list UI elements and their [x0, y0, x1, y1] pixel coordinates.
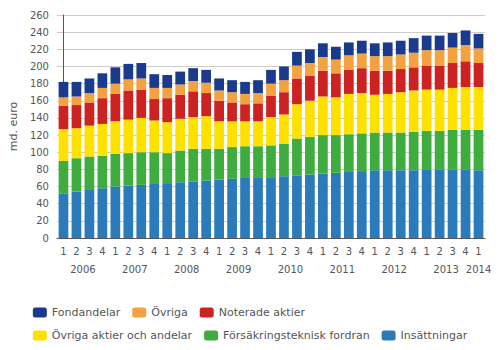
svg-text:1: 1: [372, 246, 378, 257]
svg-text:3: 3: [398, 246, 404, 257]
svg-text:Försäkringsteknisk fordran: Försäkringsteknisk fordran: [223, 329, 370, 342]
svg-text:2012: 2012: [381, 264, 406, 275]
svg-text:1: 1: [320, 246, 326, 257]
svg-text:120: 120: [30, 130, 49, 141]
svg-text:Fondandelar: Fondandelar: [52, 306, 121, 319]
svg-text:1: 1: [112, 246, 118, 257]
svg-text:3: 3: [346, 246, 352, 257]
svg-text:Övriga aktier och andelar: Övriga aktier och andelar: [52, 329, 193, 342]
svg-text:260: 260: [30, 10, 49, 21]
svg-text:2: 2: [125, 246, 131, 257]
svg-text:60: 60: [36, 181, 49, 192]
svg-text:20: 20: [36, 215, 49, 226]
svg-text:2: 2: [281, 246, 287, 257]
svg-text:2: 2: [333, 246, 339, 257]
svg-text:2011: 2011: [330, 264, 355, 275]
svg-text:3: 3: [449, 246, 455, 257]
svg-text:2: 2: [385, 246, 391, 257]
svg-text:2008: 2008: [174, 264, 199, 275]
svg-text:2010: 2010: [278, 264, 303, 275]
svg-text:2: 2: [73, 246, 79, 257]
svg-text:220: 220: [30, 44, 49, 55]
svg-text:160: 160: [30, 95, 49, 106]
svg-text:4: 4: [151, 246, 157, 257]
svg-text:4: 4: [359, 246, 365, 257]
svg-text:2013: 2013: [433, 264, 458, 275]
svg-text:80: 80: [36, 164, 49, 175]
svg-text:1: 1: [164, 246, 170, 257]
svg-text:Noterade aktier: Noterade aktier: [219, 306, 306, 319]
svg-text:3: 3: [190, 246, 196, 257]
svg-text:2007: 2007: [122, 264, 147, 275]
svg-text:1: 1: [216, 246, 222, 257]
svg-text:100: 100: [30, 147, 49, 158]
svg-text:3: 3: [138, 246, 144, 257]
svg-text:4: 4: [99, 246, 105, 257]
svg-text:2: 2: [436, 246, 442, 257]
svg-text:4: 4: [307, 246, 313, 257]
svg-text:0: 0: [43, 233, 49, 244]
svg-text:1: 1: [475, 246, 481, 257]
svg-text:1: 1: [268, 246, 274, 257]
svg-text:md. euro: md. euro: [7, 102, 20, 152]
svg-text:40: 40: [36, 198, 49, 209]
svg-text:1: 1: [423, 246, 429, 257]
svg-text:140: 140: [30, 112, 49, 123]
svg-text:4: 4: [462, 246, 468, 257]
svg-text:2009: 2009: [226, 264, 251, 275]
svg-text:1: 1: [60, 246, 66, 257]
svg-text:4: 4: [410, 246, 416, 257]
svg-text:3: 3: [242, 246, 248, 257]
svg-text:2: 2: [229, 246, 235, 257]
svg-text:Insättningar: Insättningar: [401, 329, 468, 342]
svg-text:4: 4: [255, 246, 261, 257]
svg-text:2014: 2014: [466, 264, 491, 275]
svg-text:2006: 2006: [70, 264, 95, 275]
svg-text:Övriga: Övriga: [151, 306, 187, 319]
svg-text:3: 3: [294, 246, 300, 257]
svg-text:180: 180: [30, 78, 49, 89]
svg-text:4: 4: [203, 246, 209, 257]
svg-text:240: 240: [30, 27, 49, 38]
svg-text:2: 2: [177, 246, 183, 257]
svg-text:200: 200: [30, 61, 49, 72]
svg-text:3: 3: [86, 246, 92, 257]
